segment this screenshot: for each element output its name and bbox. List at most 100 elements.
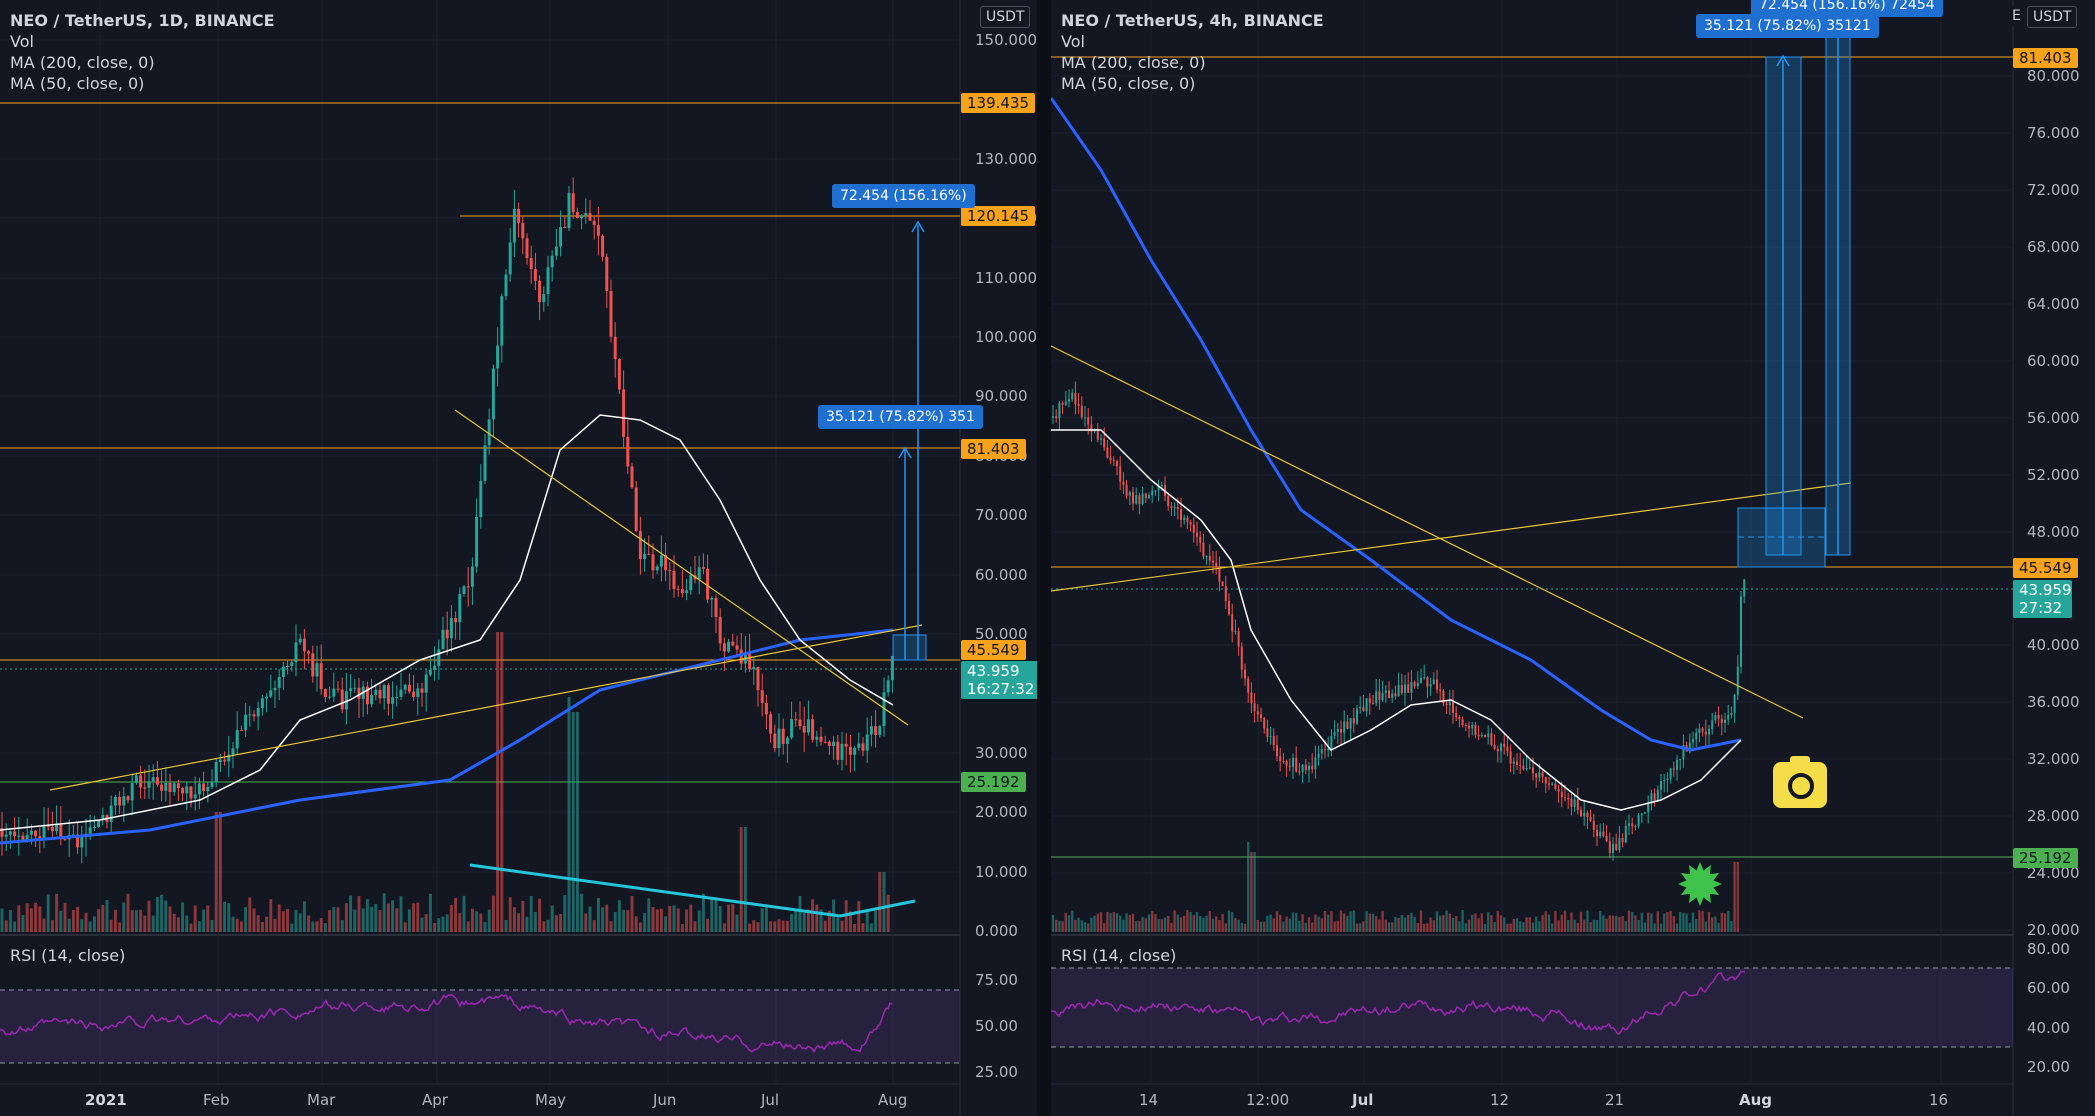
- candle: [1304, 764, 1307, 771]
- volume-bar: [1144, 918, 1147, 932]
- volume-bar: [790, 914, 794, 932]
- candle: [668, 570, 672, 572]
- 4h-chart-canvas[interactable]: 80.000 76.000 72.000 68.000 64.000 60.000 56.0…: [1051, 0, 2095, 1116]
- indicator-vol[interactable]: Vol: [10, 32, 34, 51]
- candle: [1496, 748, 1499, 752]
- volume-bar: [1141, 916, 1144, 932]
- volume-bar: [693, 921, 697, 932]
- volume-bar: [470, 908, 474, 932]
- measure-label[interactable]: 35.121 (75.82%) 351: [818, 405, 983, 429]
- volume-bar: [1403, 917, 1407, 932]
- volume-bar: [689, 904, 693, 932]
- indicator-ma200[interactable]: MA (200, close, 0): [1061, 53, 1206, 72]
- candle: [1692, 739, 1694, 743]
- volume-bar: [97, 909, 101, 932]
- camera-icon[interactable]: [1773, 756, 1827, 808]
- candle: [701, 567, 705, 569]
- candle: [1736, 666, 1739, 695]
- last-price-badge: 43.959 27:32: [2013, 580, 2072, 618]
- candle: [1647, 803, 1650, 813]
- indicator-ma50[interactable]: MA (50, close, 0): [10, 74, 145, 93]
- candle: [1436, 679, 1438, 690]
- volume-bar: [525, 916, 529, 932]
- indicator-ma50[interactable]: MA (50, close, 0): [1061, 74, 1196, 93]
- candle: [1333, 732, 1336, 736]
- candle: [1186, 517, 1189, 522]
- volume-bar: [1515, 918, 1519, 932]
- volume-bar: [1202, 917, 1205, 932]
- candle: [1189, 521, 1192, 525]
- volume-bar: [403, 922, 407, 932]
- candle: [857, 743, 861, 748]
- volume-bar: [1547, 914, 1551, 932]
- candle: [433, 665, 437, 670]
- volume-bar: [1496, 910, 1499, 932]
- currency-button[interactable]: USDT: [980, 6, 1031, 28]
- candle: [1503, 743, 1506, 747]
- candle: [1410, 682, 1413, 693]
- volume-bar: [437, 918, 441, 932]
- candle: [311, 653, 315, 677]
- candle: [290, 662, 294, 666]
- currency-button-cut[interactable]: E: [2012, 6, 2021, 26]
- volume-bar: [416, 902, 420, 932]
- candle: [1368, 698, 1371, 703]
- rsi-legend[interactable]: RSI (14, close): [10, 946, 126, 965]
- volume-bar: [1359, 923, 1362, 932]
- rsi-tick-label: 40.00: [2027, 1019, 2070, 1037]
- chart-title[interactable]: NEO / TetherUS, 4h, BINANCE: [1061, 11, 1324, 30]
- chart-pane-daily[interactable]: 150.000130.000120.000110.000100.00090.00…: [0, 0, 1037, 1116]
- candle: [1653, 793, 1656, 801]
- ma200-line: [0, 628, 894, 845]
- candle: [218, 759, 222, 763]
- currency-button[interactable]: USDT: [2027, 6, 2078, 28]
- rsi-legend[interactable]: RSI (14, close): [1061, 946, 1177, 965]
- volume-bar: [1279, 914, 1282, 932]
- candle: [1340, 729, 1342, 733]
- volume-bar: [1551, 923, 1554, 932]
- volume-bar: [1451, 918, 1455, 932]
- indicator-ma200[interactable]: MA (200, close, 0): [10, 53, 155, 72]
- candle: [617, 359, 621, 390]
- volume-bar: [584, 913, 588, 932]
- volume-bar: [433, 922, 437, 932]
- volume-bar: [1311, 922, 1314, 932]
- candle: [1509, 751, 1512, 764]
- volume-bar: [139, 909, 143, 932]
- volume-bar: [1349, 911, 1352, 932]
- candle: [63, 839, 67, 841]
- candle: [1458, 716, 1461, 720]
- volume-bar: [886, 894, 890, 932]
- measure-label[interactable]: 72.454 (156.16%): [832, 184, 975, 208]
- chart-pane-4h[interactable]: 80.000 76.000 72.000 68.000 64.000 60.000 56.0…: [1051, 0, 2095, 1116]
- candle: [1208, 555, 1211, 561]
- candle: [878, 726, 882, 736]
- candle: [189, 786, 193, 799]
- measure-label[interactable]: 72.454 (156.16%) 72454: [1751, 0, 1943, 17]
- volume-bar: [1285, 916, 1288, 932]
- volume-bar: [29, 908, 33, 932]
- y-tick-label: 80.000: [2027, 67, 2080, 85]
- candle: [1256, 711, 1259, 715]
- volume-bar: [811, 899, 815, 932]
- volume-bar: [1522, 922, 1525, 932]
- volume-bar: [802, 912, 806, 932]
- volume-bar: [151, 915, 155, 932]
- candle: [865, 734, 869, 751]
- candle: [118, 796, 122, 806]
- volume-bar: [1483, 923, 1487, 932]
- candle: [1500, 743, 1502, 752]
- volume-bar: [764, 907, 768, 932]
- indicator-vol[interactable]: Vol: [1061, 32, 1085, 51]
- daily-chart-canvas[interactable]: 150.000130.000120.000110.000100.00090.00…: [0, 0, 1037, 1116]
- pane-divider[interactable]: [1037, 0, 1051, 1116]
- measure-label[interactable]: 35.121 (75.82%) 35121: [1696, 14, 1879, 38]
- candle: [630, 466, 634, 488]
- chart-title[interactable]: NEO / TetherUS, 1D, BINANCE: [10, 11, 275, 30]
- trendline: [454, 409, 909, 726]
- volume-bar: [80, 919, 84, 932]
- volume-bar: [1333, 921, 1336, 932]
- candle: [248, 714, 252, 716]
- y-tick-label: 60.000: [2027, 352, 2080, 370]
- candle: [806, 719, 810, 733]
